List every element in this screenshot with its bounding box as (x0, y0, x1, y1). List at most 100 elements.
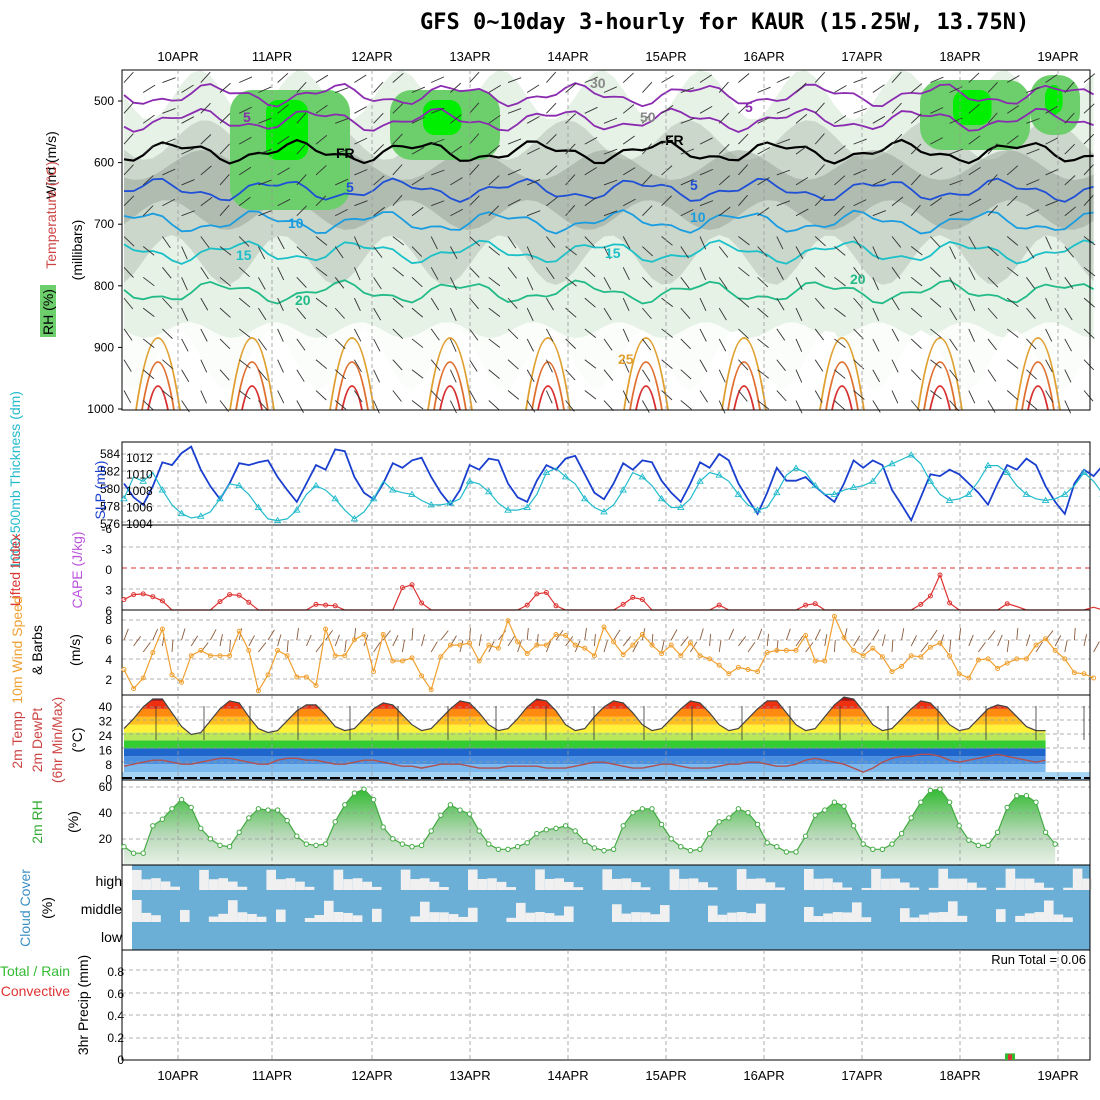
cloud-middle (1044, 900, 1054, 922)
cloud-middle (804, 906, 814, 922)
pressure-tick: 700 (94, 217, 114, 231)
cloud-middle (852, 902, 862, 922)
rh-point (889, 841, 895, 847)
wind-barb (411, 307, 424, 318)
wind-barb (1006, 75, 1020, 83)
isotherm (123, 177, 1094, 203)
wind-barb (661, 135, 673, 145)
cloud-middle (564, 906, 574, 922)
wind-barb (258, 369, 268, 381)
cloud-middle (256, 916, 267, 922)
wind-barb-10m (641, 628, 646, 641)
wind-barb-10m (411, 627, 414, 641)
wind-barb (1045, 359, 1053, 373)
cloud-middle (180, 909, 190, 922)
wind-barb (795, 277, 803, 291)
wind-barb (757, 369, 769, 379)
wind-barb (449, 277, 457, 291)
wind-barb (968, 267, 976, 280)
wind-speed-point (198, 647, 204, 653)
thickness-marker (619, 486, 627, 493)
wind-barb-10m (152, 628, 159, 641)
wind-barb (142, 369, 155, 380)
cloud-high (496, 881, 507, 890)
rh-point (802, 833, 809, 839)
cloud-middle (554, 915, 564, 922)
wind-barb-10m (978, 642, 986, 653)
cloud-middle (525, 912, 536, 922)
wind-barb (910, 246, 923, 256)
cloud-high (976, 887, 987, 890)
thickness-marker (120, 494, 128, 502)
wind-barb (910, 143, 922, 155)
cloud-high (948, 878, 958, 890)
wind-barb (853, 236, 862, 249)
cloud-middle (996, 909, 1006, 922)
temp-band (124, 740, 1046, 749)
wind-speed-point (476, 658, 482, 664)
wind-speed-point (889, 669, 895, 675)
wind-speed-point (860, 653, 866, 659)
wind-barb (642, 338, 652, 351)
wind-barb (584, 359, 597, 369)
wind-barb-10m (526, 628, 529, 641)
wind-barb (430, 236, 438, 250)
wind-barb (1045, 74, 1058, 83)
wind-barb (968, 167, 981, 176)
lifted-index-point (227, 592, 233, 598)
wind-speed-point (1091, 675, 1097, 681)
wind-barb (642, 174, 653, 186)
wind-barb (699, 137, 713, 145)
wind-barb (891, 390, 899, 404)
cloud-middle (919, 914, 929, 922)
rh-point (793, 849, 799, 855)
wind-speed-point (918, 654, 924, 660)
wind-barb (987, 277, 999, 288)
cloud-middle (247, 913, 257, 922)
temp-tick: 32 (99, 715, 113, 729)
wind-barb (277, 359, 284, 373)
rh-point (322, 841, 329, 847)
wind-barb (949, 117, 963, 124)
wind-barb (450, 145, 463, 155)
rh-point (390, 836, 396, 842)
wind-barb (738, 164, 749, 176)
slp-tick: 1006 (126, 501, 153, 515)
cloud-high (170, 886, 180, 890)
wind-barb (603, 117, 618, 124)
contour-label: 20 (295, 292, 311, 308)
cloud-high (813, 878, 824, 890)
wind-barb-10m (545, 640, 552, 653)
rh-legend-swatch (40, 285, 56, 337)
isotherm-diurnal (433, 361, 467, 411)
wind-barb (661, 297, 674, 307)
wind-speed-point (380, 631, 386, 637)
wind-speed-point (947, 653, 953, 659)
cloud-high (938, 868, 948, 890)
wind-barb (546, 328, 554, 342)
precip-panel: Run Total = 0.06 0.8 0.6 0.4 0.2 0 (107, 949, 1091, 1067)
wind-barb (738, 390, 748, 402)
wind-frame (121, 609, 1091, 696)
thickness-marker (331, 494, 339, 502)
wind-barb-10m (469, 627, 471, 641)
cloud-unit-label: (%) (39, 897, 55, 919)
lifted-index-point (313, 601, 319, 607)
wind-barb (1006, 165, 1019, 176)
wind-barb-10m (584, 628, 587, 641)
wind-barb (757, 400, 770, 410)
rh-point (1023, 792, 1030, 799)
wind-barb (814, 328, 825, 341)
wind-speed-point (1043, 636, 1049, 642)
thickness-marker (600, 508, 608, 515)
thickness-marker (753, 506, 762, 513)
wind-barb (1006, 266, 1019, 277)
wind-barb-10m (1016, 628, 1019, 641)
wind-barb (219, 113, 231, 124)
rh-point (658, 821, 665, 828)
wind-barb (1064, 400, 1072, 414)
wind-barb (565, 113, 577, 124)
wind-barb (162, 236, 171, 249)
wind-barb (431, 107, 445, 114)
